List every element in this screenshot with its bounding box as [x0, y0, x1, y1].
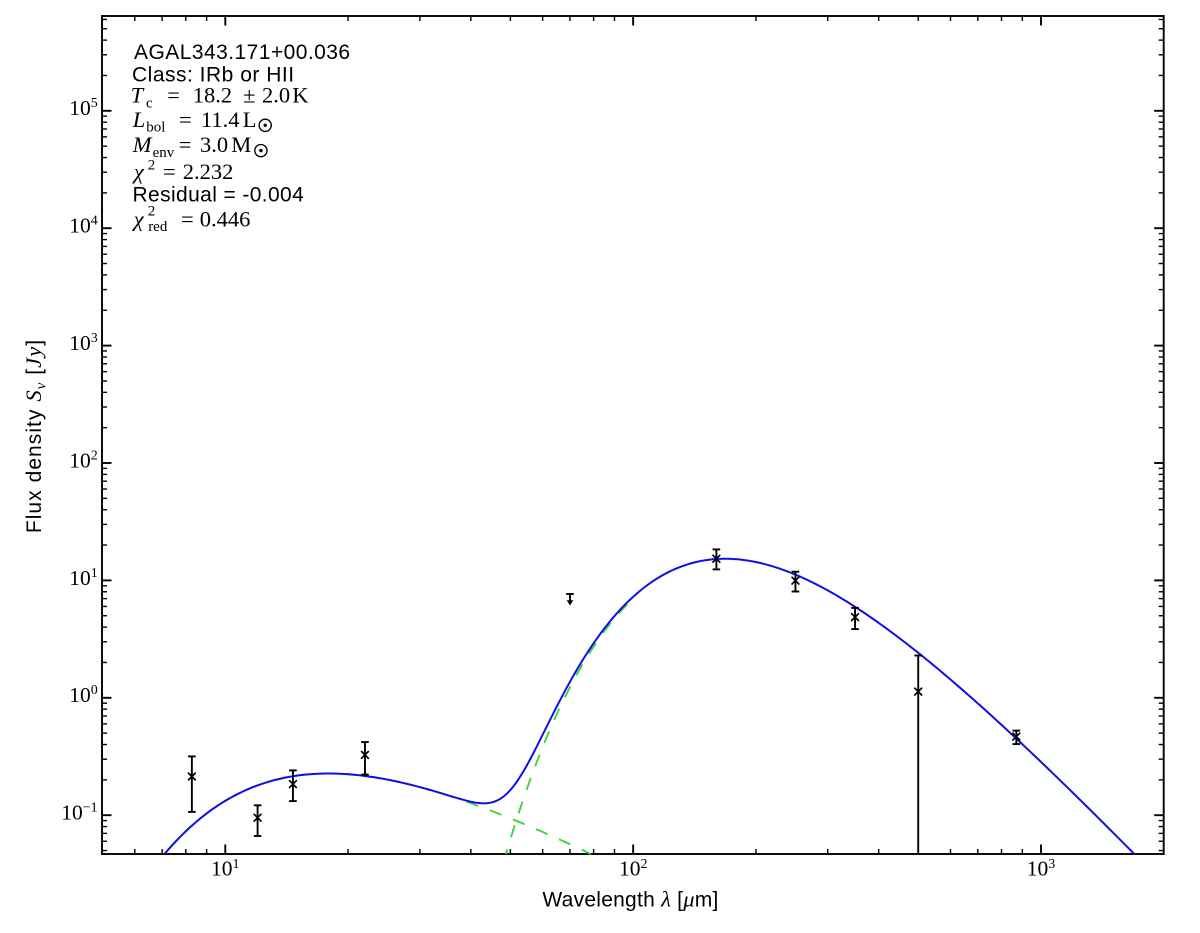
- svg-text:Residual = -0.004: Residual = -0.004: [133, 183, 305, 206]
- svg-text:±: ±: [243, 83, 255, 108]
- svg-text:χ: χ: [132, 159, 145, 184]
- svg-text:18.2: 18.2: [193, 83, 232, 108]
- svg-text:2.232: 2.232: [183, 159, 234, 184]
- svg-text:L: L: [132, 107, 146, 132]
- svg-text:L: L: [243, 107, 257, 132]
- svg-text:=: =: [179, 107, 192, 132]
- svg-text:=: =: [179, 132, 192, 157]
- svg-text:0.446: 0.446: [200, 206, 251, 231]
- svg-text:c: c: [146, 95, 153, 111]
- svg-text:T: T: [131, 83, 145, 108]
- svg-text:red: red: [148, 219, 168, 235]
- svg-text:2: 2: [148, 204, 156, 220]
- svg-text:Class: IRb or HII: Class: IRb or HII: [132, 63, 295, 86]
- svg-text:χ: χ: [132, 206, 145, 231]
- svg-text:=: =: [163, 159, 176, 184]
- svg-text:bol: bol: [146, 120, 165, 136]
- svg-text:Flux density Sν [Jy]: Flux density Sν [Jy]: [21, 339, 50, 533]
- svg-text:M: M: [132, 132, 153, 157]
- svg-text:Wavelength λ [μm]: Wavelength λ [μm]: [542, 886, 718, 911]
- svg-text:M: M: [231, 132, 251, 157]
- svg-text:AGAL343.171+00.036: AGAL343.171+00.036: [134, 41, 351, 64]
- svg-text:2: 2: [148, 157, 156, 173]
- svg-text:11.4: 11.4: [201, 107, 240, 132]
- svg-text:=: =: [167, 83, 180, 108]
- svg-text:=: =: [181, 206, 194, 231]
- svg-text:2.0: 2.0: [262, 83, 290, 108]
- svg-text:env: env: [153, 145, 175, 161]
- svg-text:100: 100: [69, 683, 98, 707]
- svg-text:3.0: 3.0: [200, 132, 228, 157]
- svg-text:K: K: [292, 83, 309, 108]
